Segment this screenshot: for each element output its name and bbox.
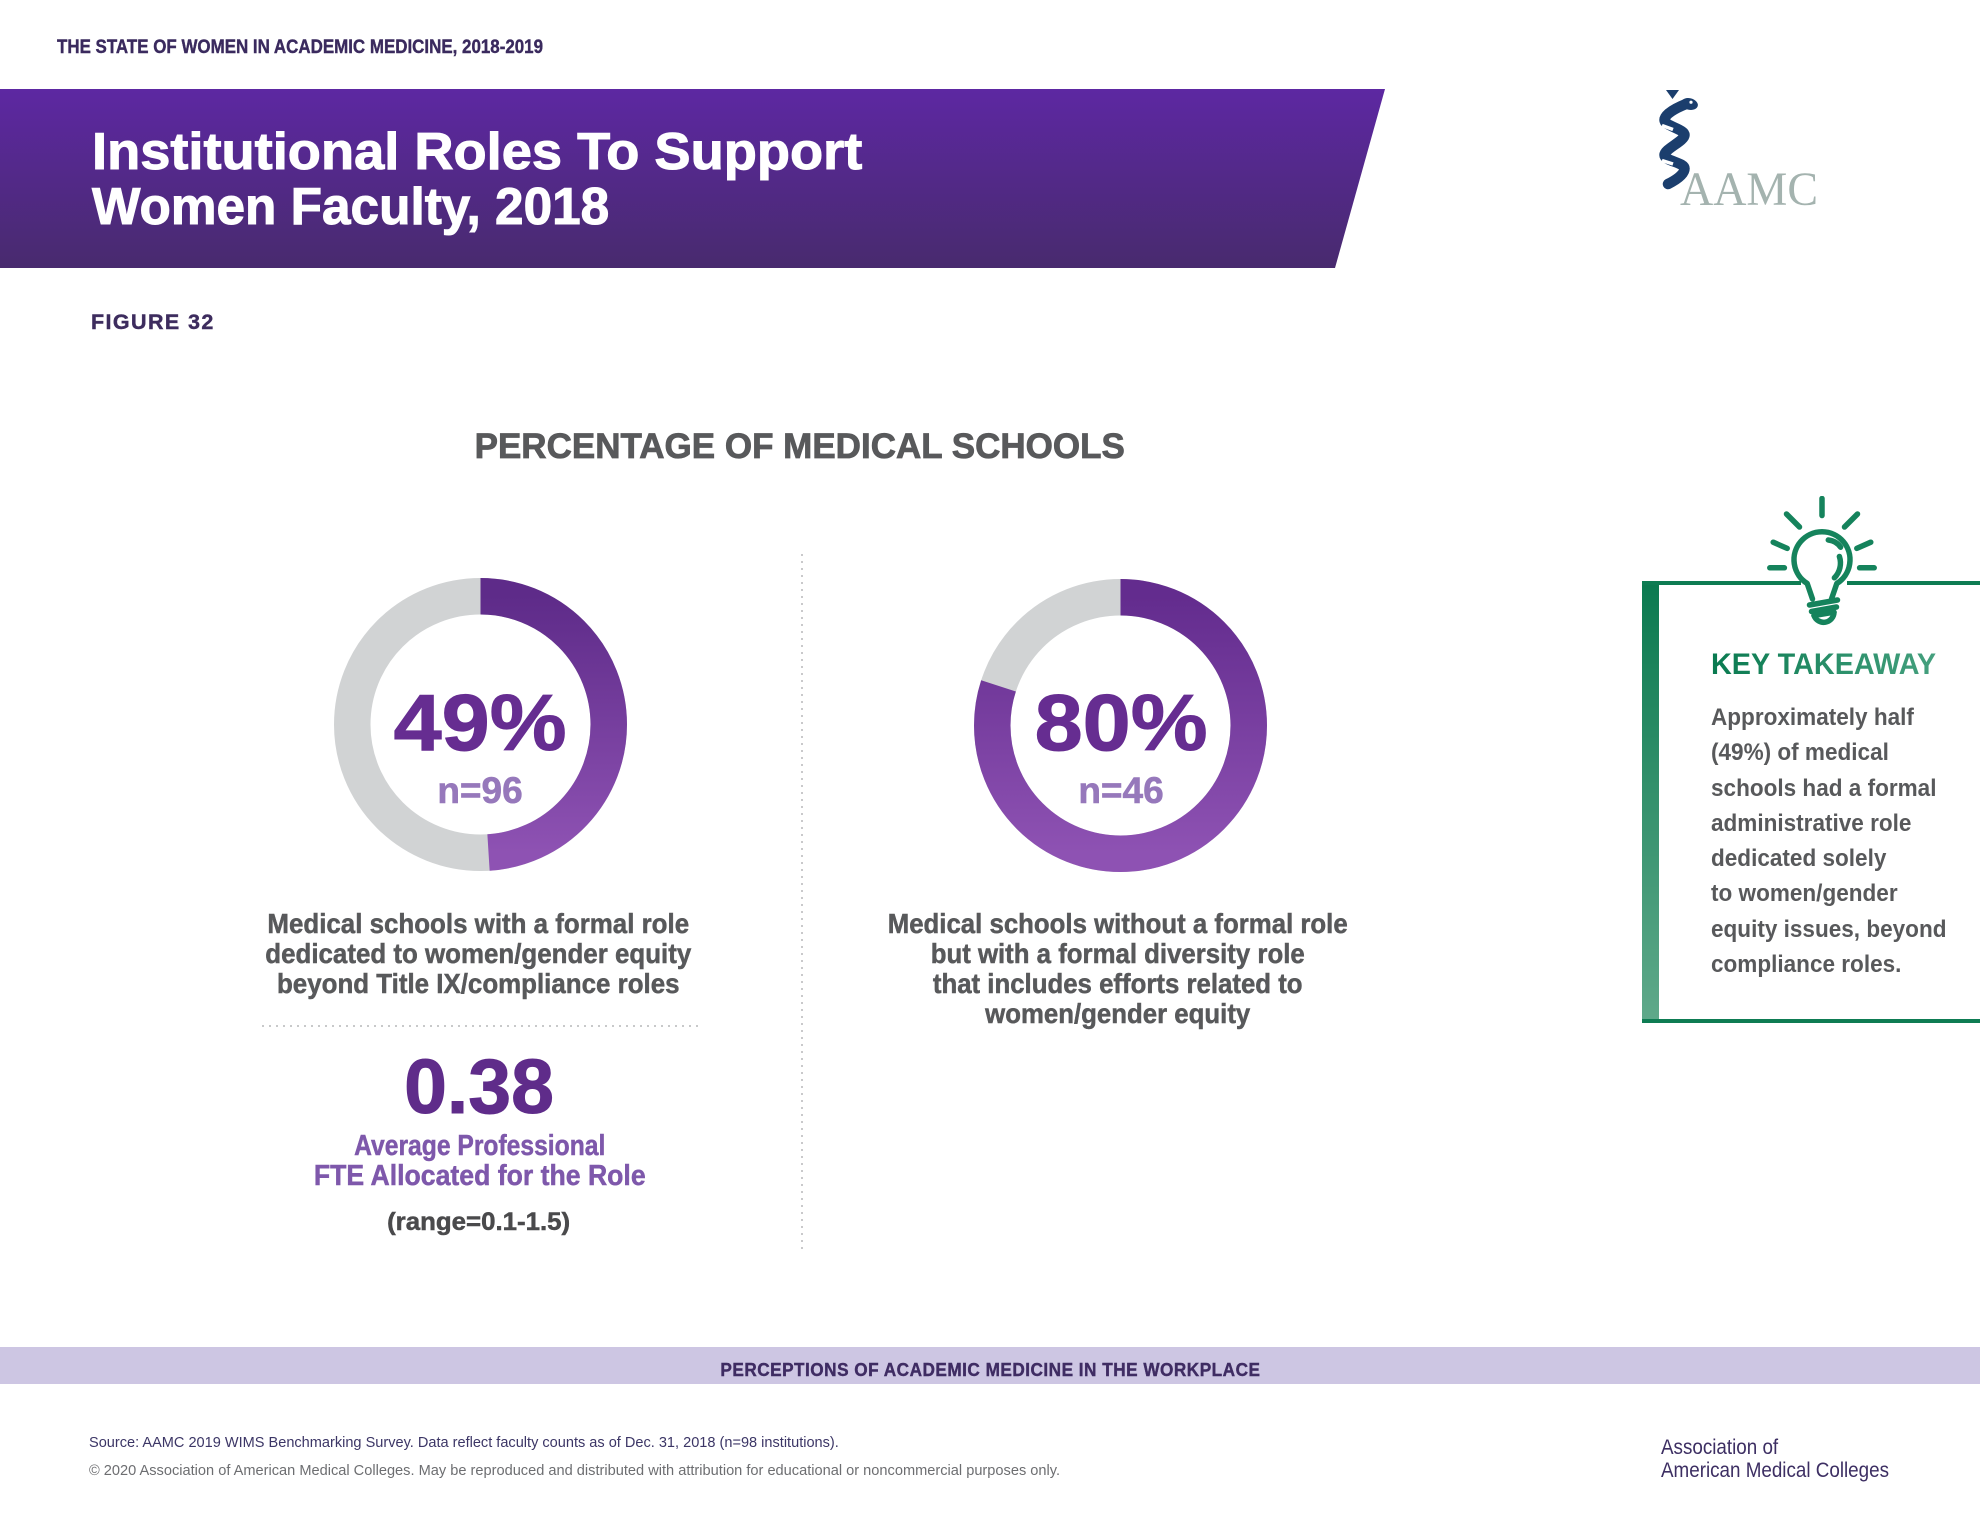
svg-text:AAMC: AAMC bbox=[1680, 163, 1818, 214]
